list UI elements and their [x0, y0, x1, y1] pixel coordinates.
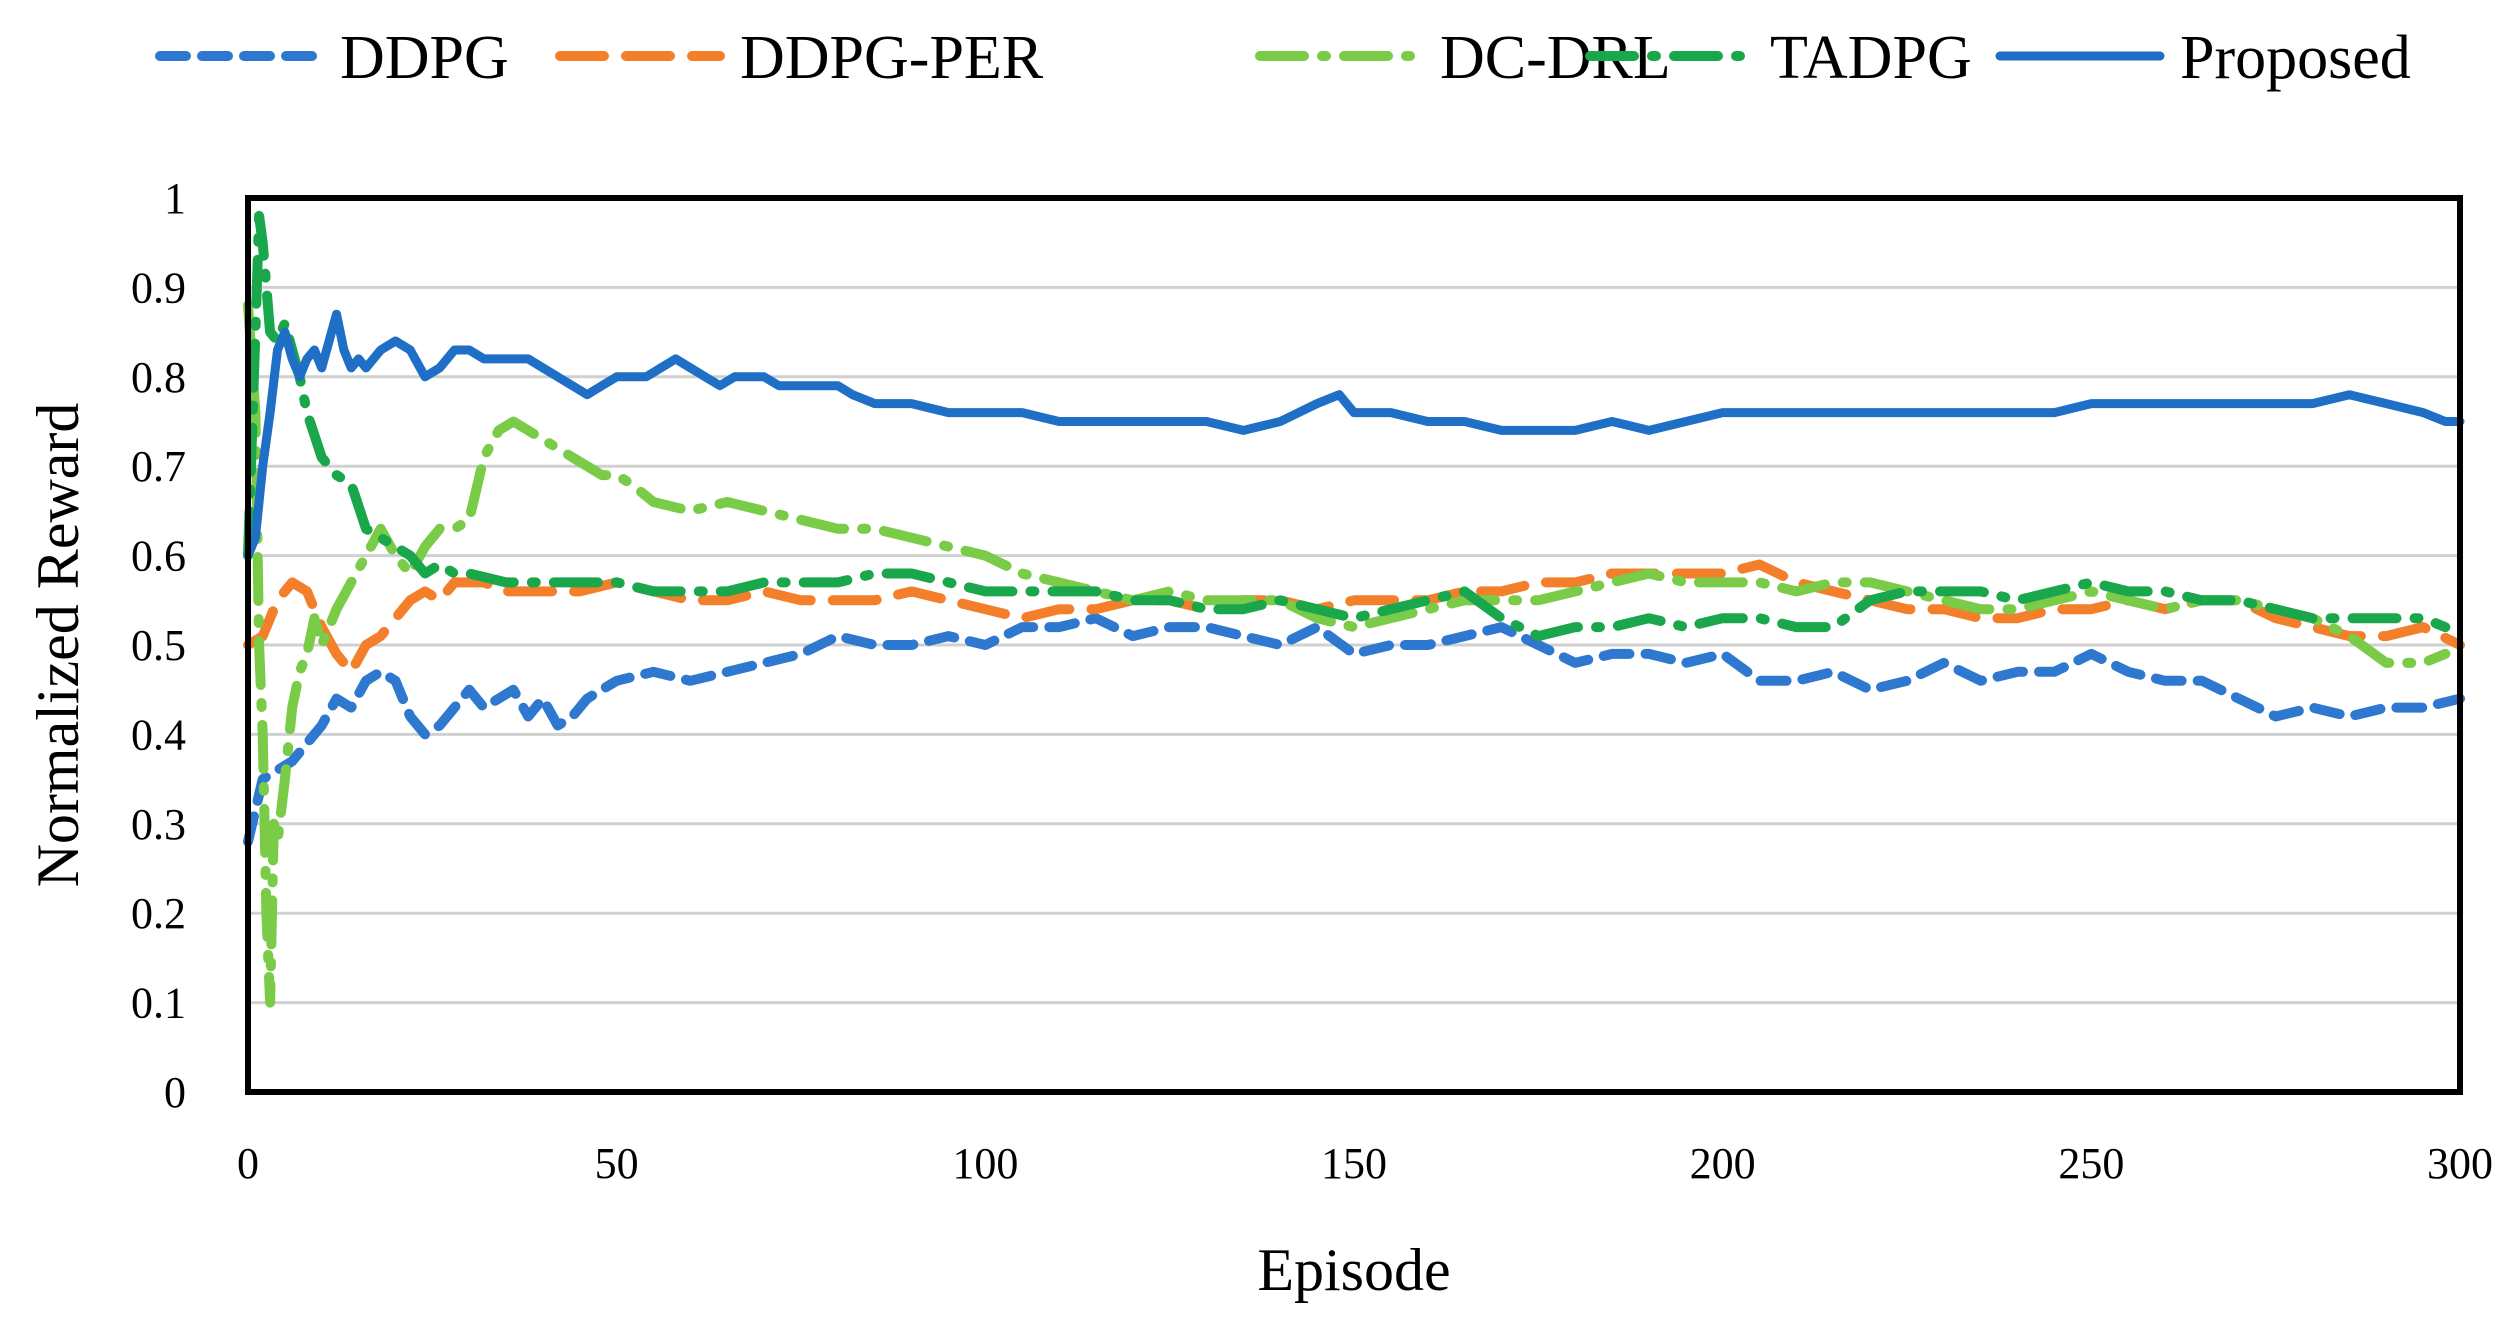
y-tick-label: 0.9	[131, 263, 186, 312]
y-tick-label: 0.8	[131, 353, 186, 402]
y-axis-title: Normalized Reward	[25, 403, 91, 888]
y-tick-label: 0.2	[131, 889, 186, 938]
x-tick-label: 0	[237, 1139, 259, 1188]
legend-label: DDPG-PER	[740, 24, 1044, 92]
x-tick-label: 250	[2058, 1139, 2124, 1188]
gridlines	[248, 285, 2460, 1005]
y-tick-label: 0.4	[131, 710, 186, 759]
x-tick-label: 100	[952, 1139, 1018, 1188]
series-line-proposed	[243, 309, 2465, 561]
x-axis-ticks: 0 50 100 150 200 250 300	[237, 1139, 2493, 1188]
x-tick-label: 300	[2427, 1139, 2493, 1188]
series-line-tadpg	[243, 210, 2451, 642]
x-tick-label: 200	[1690, 1139, 1756, 1188]
legend-label: TADPG	[1770, 24, 1972, 92]
y-tick-label: 1	[164, 174, 186, 223]
y-axis-ticks: 0 0.1 0.2 0.3 0.4 0.5 0.6 0.7 0.8 0.9 1	[131, 174, 186, 1117]
legend-label: Proposed	[2180, 24, 2411, 92]
x-tick-label: 150	[1321, 1139, 1387, 1188]
y-tick-label: 0.5	[131, 621, 186, 670]
y-tick-label: 0.7	[131, 442, 186, 491]
series-layer	[243, 210, 2465, 1008]
legend-label: DDPG	[340, 24, 509, 92]
y-tick-label: 0.3	[131, 800, 186, 849]
legend: DDPG DDPG-PER DC-DRL TADPG Proposed	[155, 24, 2411, 92]
y-tick-label: 0.1	[131, 979, 186, 1028]
series-line-ddpg	[243, 613, 2465, 847]
y-tick-label: 0.6	[131, 532, 186, 581]
x-axis-title: Episode	[1257, 1237, 1450, 1303]
y-tick-label: 0	[164, 1068, 186, 1117]
plot-frame	[245, 195, 2463, 1095]
x-tick-label: 50	[595, 1139, 639, 1188]
series-line-dc-drl	[243, 300, 2451, 1008]
